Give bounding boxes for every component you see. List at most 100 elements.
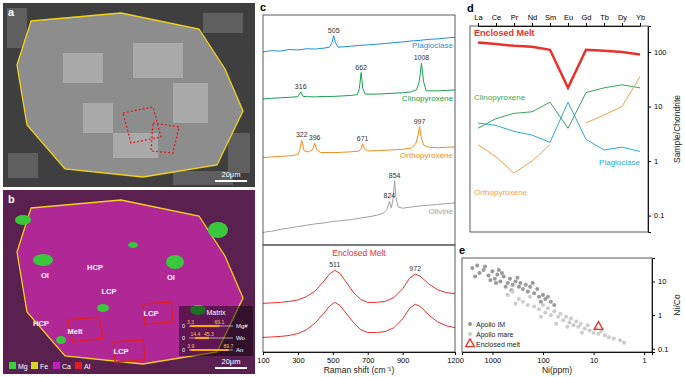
legend-label: Al bbox=[84, 363, 91, 370]
scatter-point bbox=[571, 323, 575, 327]
categories-tick-label: Ce bbox=[492, 13, 502, 22]
categories-tick-label: Pr bbox=[511, 13, 519, 22]
olivine-grain bbox=[56, 336, 66, 344]
scatter-point bbox=[565, 325, 569, 329]
olivine-grain bbox=[97, 304, 109, 312]
scatter-point bbox=[500, 271, 504, 275]
xticks-tick: 900 bbox=[397, 352, 410, 365]
peak-label: 671 bbox=[357, 135, 369, 142]
peak-label: 396 bbox=[309, 134, 321, 141]
xticks-tick-mark bbox=[403, 352, 404, 355]
series-label: Orthopyroxene bbox=[474, 188, 527, 197]
yticks-tick-label: 0.1 bbox=[658, 345, 668, 354]
inset-title: Matrix bbox=[206, 309, 226, 316]
inset-row-name: Mg# bbox=[236, 323, 248, 329]
scatter-point bbox=[579, 322, 583, 326]
xticks-tick-mark bbox=[543, 352, 544, 355]
scatter-point bbox=[515, 276, 519, 280]
categories-tick: Ce bbox=[492, 13, 502, 26]
olivine-grain bbox=[128, 242, 138, 248]
scatter-point bbox=[580, 331, 584, 335]
phase-label: Ol bbox=[167, 273, 175, 282]
scatter-point bbox=[535, 287, 539, 291]
legend-swatch bbox=[9, 362, 16, 369]
xticks-tick-label: 700 bbox=[362, 356, 375, 365]
categories-tick-mark bbox=[532, 23, 533, 26]
xticks-axis: 1000100101 bbox=[463, 352, 653, 365]
scatter-point bbox=[603, 333, 607, 337]
series-label: Plagioclase bbox=[412, 41, 453, 50]
yticks-tick-mark bbox=[648, 107, 651, 108]
grain bbox=[83, 103, 113, 133]
scatter-point bbox=[511, 283, 515, 287]
categories-tick-label: Tb bbox=[600, 13, 609, 22]
scatter-point bbox=[495, 273, 499, 277]
scatter-point bbox=[517, 285, 521, 289]
phase-outline bbox=[113, 340, 145, 362]
series-label: Enclosed Melt bbox=[474, 28, 535, 38]
melt-outline bbox=[123, 107, 161, 143]
yticks-tick: 0.1 bbox=[648, 211, 664, 220]
eds-map bbox=[3, 190, 255, 374]
xticks-tick: 1 bbox=[643, 352, 647, 365]
scatter-point bbox=[537, 307, 541, 311]
scatter-point bbox=[594, 322, 603, 330]
legend-label: Apollo mare bbox=[476, 331, 513, 339]
scatter-point bbox=[470, 266, 474, 270]
scatter-point bbox=[552, 309, 556, 313]
xticks-tick-mark bbox=[263, 352, 264, 355]
scale-bar bbox=[215, 180, 247, 182]
plot-area bbox=[263, 270, 455, 337]
categories-tick-mark bbox=[550, 23, 551, 26]
plot-frame bbox=[263, 15, 455, 245]
xticks-tick-label: 1200 bbox=[447, 356, 464, 365]
scatter-point bbox=[546, 306, 550, 310]
plot-area bbox=[478, 42, 640, 173]
xticks-tick-mark bbox=[333, 352, 334, 355]
scatter-point bbox=[524, 283, 528, 287]
scatter-point bbox=[528, 285, 532, 289]
plot-area bbox=[263, 36, 455, 233]
series-label: Plagioclase bbox=[599, 158, 640, 167]
categories-tick: Yb bbox=[636, 13, 645, 26]
xticks-tick-label: 10 bbox=[590, 356, 598, 365]
scatter-point bbox=[549, 313, 553, 317]
scatter-point bbox=[549, 300, 553, 304]
xticks-tick-label: 900 bbox=[397, 356, 410, 365]
categories-tick-mark bbox=[496, 23, 497, 26]
scatter-point bbox=[473, 275, 477, 279]
inset-max: 69.1 bbox=[215, 319, 225, 325]
scatter-point bbox=[541, 293, 545, 297]
categories-tick: Tb bbox=[600, 13, 609, 26]
categories-axis: LaCePrNdSmEuGdTbDyYb bbox=[474, 13, 645, 27]
legend-label: Enclosed melt bbox=[476, 341, 520, 348]
peak-label: 511 bbox=[329, 261, 340, 268]
peak-label: 824 bbox=[384, 192, 396, 199]
phase-outline bbox=[143, 302, 173, 324]
scatter-point bbox=[486, 274, 490, 278]
series-label: Olivine bbox=[429, 207, 454, 216]
categories-tick-mark bbox=[586, 23, 587, 26]
scatter-point bbox=[497, 268, 501, 272]
plot-frame bbox=[462, 258, 652, 352]
plot-area bbox=[470, 263, 626, 344]
scatter-point bbox=[588, 328, 592, 332]
peak-label: 316 bbox=[295, 83, 307, 90]
xticks-tick: 300 bbox=[292, 352, 305, 365]
scatter-point bbox=[537, 295, 541, 299]
inset-row-name: An bbox=[236, 347, 243, 353]
legend-swatch bbox=[53, 362, 60, 369]
grain bbox=[228, 133, 250, 173]
legend-label: Fe bbox=[40, 363, 48, 370]
scatter-point bbox=[532, 305, 536, 309]
yticks-tick-label: 100 bbox=[654, 48, 667, 57]
spectrum bbox=[263, 270, 455, 303]
categories-tick-label: Eu bbox=[564, 13, 573, 22]
panel-label: c bbox=[260, 1, 266, 13]
phase-label: Melt bbox=[68, 327, 84, 336]
scatter-point bbox=[504, 285, 508, 289]
xticks-tick-label: 500 bbox=[327, 356, 340, 365]
inset-range-bar bbox=[195, 337, 209, 339]
scatter-point bbox=[622, 341, 626, 345]
scatter-point bbox=[478, 271, 482, 275]
